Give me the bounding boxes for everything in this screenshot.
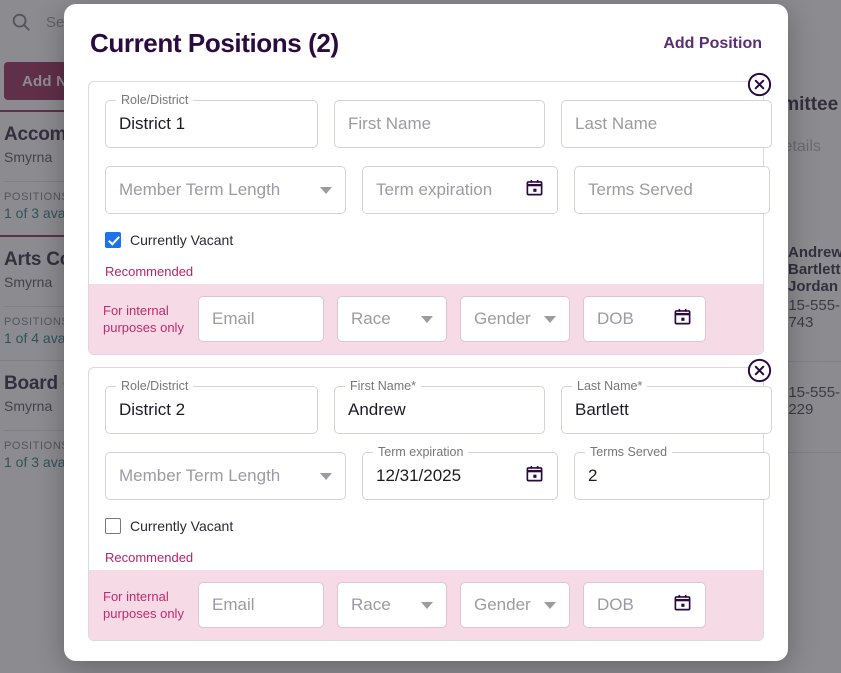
- role-district-field[interactable]: Role/District District 1: [105, 93, 318, 148]
- member-term-length-select[interactable]: Member Term Length: [105, 166, 346, 214]
- chevron-down-icon: [320, 472, 332, 480]
- first-name-field[interactable]: First Name* Andrew: [334, 379, 545, 434]
- position-card: Role/District District 1 First Name Last…: [88, 72, 772, 355]
- add-position-button[interactable]: Add Position: [663, 34, 762, 52]
- role-district-field[interactable]: Role/District District 2: [105, 379, 318, 434]
- first-name-placeholder: First Name: [348, 114, 432, 133]
- calendar-icon[interactable]: [673, 307, 692, 331]
- race-placeholder: Race: [351, 309, 391, 328]
- dob-placeholder: DOB: [597, 595, 634, 614]
- currently-vacant-checkbox[interactable]: [105, 518, 121, 534]
- calendar-icon[interactable]: [525, 178, 544, 202]
- chevron-down-icon: [320, 186, 332, 194]
- currently-vacant-row[interactable]: Currently Vacant: [105, 232, 747, 264]
- terms-served-field[interactable]: Terms Served: [574, 166, 770, 214]
- currently-vacant-label: Currently Vacant: [130, 518, 234, 534]
- race-select[interactable]: Race: [337, 582, 447, 628]
- term-expiration-placeholder: Term expiration: [376, 180, 493, 199]
- gender-placeholder: Gender: [474, 309, 531, 328]
- term-expiration-value: 12/31/2025: [376, 466, 462, 485]
- internal-fields-strip: For internal purposes only Email Race Ge…: [89, 570, 763, 640]
- terms-served-label: Terms Served: [585, 445, 673, 460]
- current-positions-modal: Current Positions (2) Add Position Role/…: [64, 4, 788, 661]
- currently-vacant-label: Currently Vacant: [130, 232, 234, 248]
- recommended-label: Recommended: [105, 264, 194, 279]
- member-term-length-select[interactable]: Member Term Length: [105, 452, 346, 500]
- chevron-down-icon: [544, 315, 556, 323]
- race-select[interactable]: Race: [337, 296, 447, 342]
- name-field-row: Role/District District 2 First Name* And…: [105, 379, 772, 434]
- dob-placeholder: DOB: [597, 309, 634, 328]
- email-placeholder: Email: [212, 309, 255, 328]
- recommended-label: Recommended: [105, 550, 194, 565]
- last-name-field[interactable]: Last Name: [561, 100, 772, 148]
- role-district-value: District 1: [119, 114, 186, 133]
- chevron-down-icon: [421, 601, 433, 609]
- internal-fields-strip: For internal purposes only Email Race Ge…: [89, 284, 763, 354]
- term-expiration-field[interactable]: Term expiration 12/31/2025: [362, 445, 558, 500]
- calendar-icon[interactable]: [525, 464, 544, 488]
- last-name-label: Last Name*: [572, 379, 648, 394]
- term-expiration-label: Term expiration: [373, 445, 469, 460]
- remove-position-icon[interactable]: [747, 358, 772, 383]
- email-field[interactable]: Email: [198, 582, 324, 628]
- term-field-row: Member Term Length Term expiration 12/31…: [105, 445, 770, 500]
- last-name-field[interactable]: Last Name* Bartlett: [561, 379, 772, 434]
- chevron-down-icon: [544, 601, 556, 609]
- terms-served-placeholder: Terms Served: [588, 180, 693, 199]
- page-title: Current Positions (2): [90, 28, 339, 58]
- role-district-label: Role/District: [116, 379, 194, 394]
- member-term-length-placeholder: Member Term Length: [119, 180, 281, 199]
- first-name-value: Andrew: [348, 400, 406, 419]
- term-field-row: Member Term Length Term expiration: [105, 166, 770, 214]
- gender-placeholder: Gender: [474, 595, 531, 614]
- internal-purposes-note: For internal purposes only: [103, 303, 184, 335]
- first-name-field[interactable]: First Name: [334, 100, 545, 148]
- gender-select[interactable]: Gender: [460, 582, 570, 628]
- term-expiration-field[interactable]: Term expiration: [362, 166, 558, 214]
- last-name-value: Bartlett: [575, 400, 629, 419]
- terms-served-value: 2: [588, 466, 598, 485]
- name-field-row: Role/District District 1 First Name Last…: [105, 93, 772, 148]
- remove-position-icon[interactable]: [747, 72, 772, 97]
- currently-vacant-row[interactable]: Currently Vacant: [105, 518, 747, 550]
- gender-select[interactable]: Gender: [460, 296, 570, 342]
- role-district-label: Role/District: [116, 93, 194, 108]
- role-district-value: District 2: [119, 400, 186, 419]
- dob-field[interactable]: DOB: [583, 296, 706, 342]
- modal-header: Current Positions (2) Add Position: [64, 4, 788, 59]
- position-card-fields: Role/District District 1 First Name Last…: [89, 82, 772, 284]
- position-card-fields: Role/District District 2 First Name* And…: [89, 368, 772, 570]
- position-card: Role/District District 2 First Name* And…: [88, 358, 772, 641]
- terms-served-field[interactable]: Terms Served 2: [574, 445, 770, 500]
- internal-purposes-note: For internal purposes only: [103, 589, 184, 621]
- email-placeholder: Email: [212, 595, 255, 614]
- calendar-icon[interactable]: [673, 593, 692, 617]
- modal-body: Role/District District 1 First Name Last…: [64, 59, 788, 641]
- member-term-length-placeholder: Member Term Length: [119, 466, 281, 485]
- currently-vacant-checkbox[interactable]: [105, 232, 121, 248]
- email-field[interactable]: Email: [198, 296, 324, 342]
- chevron-down-icon: [421, 315, 433, 323]
- last-name-placeholder: Last Name: [575, 114, 658, 133]
- first-name-label: First Name*: [345, 379, 421, 394]
- dob-field[interactable]: DOB: [583, 582, 706, 628]
- race-placeholder: Race: [351, 595, 391, 614]
